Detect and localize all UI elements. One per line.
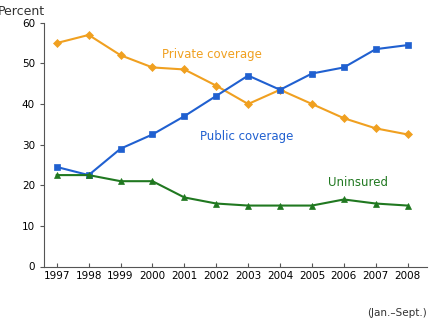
Text: (Jan.–Sept.): (Jan.–Sept.) xyxy=(367,308,427,318)
Text: Percent: Percent xyxy=(0,5,45,18)
Text: Private coverage: Private coverage xyxy=(162,48,262,61)
Text: Public coverage: Public coverage xyxy=(200,130,293,143)
Text: Uninsured: Uninsured xyxy=(328,176,388,189)
